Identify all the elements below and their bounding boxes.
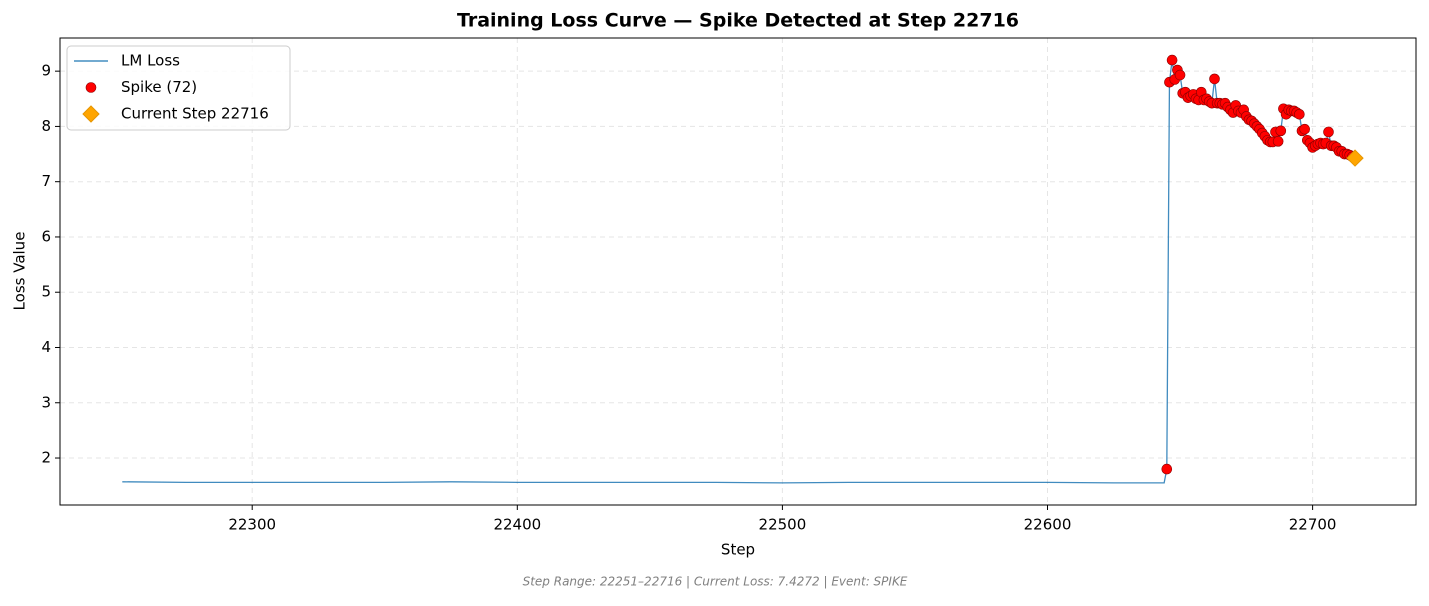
spike-point xyxy=(1294,108,1305,120)
legend-label: Current Step 22716 xyxy=(121,105,269,123)
footnote: Step Range: 22251–22716 | Current Loss: … xyxy=(523,575,908,589)
x-tick-label: 22500 xyxy=(759,516,807,534)
loss-line xyxy=(122,60,1356,484)
x-tick-label: 22700 xyxy=(1289,516,1337,534)
plot-frame xyxy=(59,37,1417,506)
legend-label: LM Loss xyxy=(121,52,180,70)
spike-point xyxy=(1166,54,1178,66)
legend-box xyxy=(66,45,291,131)
spike-point xyxy=(1161,463,1173,475)
spike-point xyxy=(1275,125,1287,137)
x-tick-label: 22300 xyxy=(228,516,276,534)
y-tick-label: 9 xyxy=(41,62,51,80)
spike-point xyxy=(1272,136,1284,147)
legend-swatch xyxy=(85,82,97,93)
legend-label: Spike (72) xyxy=(121,78,197,96)
y-tick-label: 5 xyxy=(41,283,51,301)
y-tick-label: 4 xyxy=(41,338,51,356)
y-tick-label: 7 xyxy=(41,172,51,190)
legend-swatch xyxy=(82,105,100,123)
chart-title: Training Loss Curve — Spike Detected at … xyxy=(457,10,1019,32)
y-tick-label: 8 xyxy=(41,117,51,135)
y-axis-label: Loss Value xyxy=(11,232,29,311)
current-step-marker xyxy=(1346,149,1364,167)
spike-point xyxy=(1174,69,1186,81)
y-tick-label: 3 xyxy=(41,393,51,411)
x-tick-label: 22600 xyxy=(1024,516,1072,534)
spike-point xyxy=(1209,73,1220,85)
y-tick-label: 2 xyxy=(41,449,51,467)
spike-point xyxy=(1299,123,1310,135)
spike-point xyxy=(1323,126,1334,138)
x-axis-label: Step xyxy=(721,541,755,559)
x-tick-label: 22400 xyxy=(493,516,541,534)
y-tick-label: 6 xyxy=(41,227,51,245)
